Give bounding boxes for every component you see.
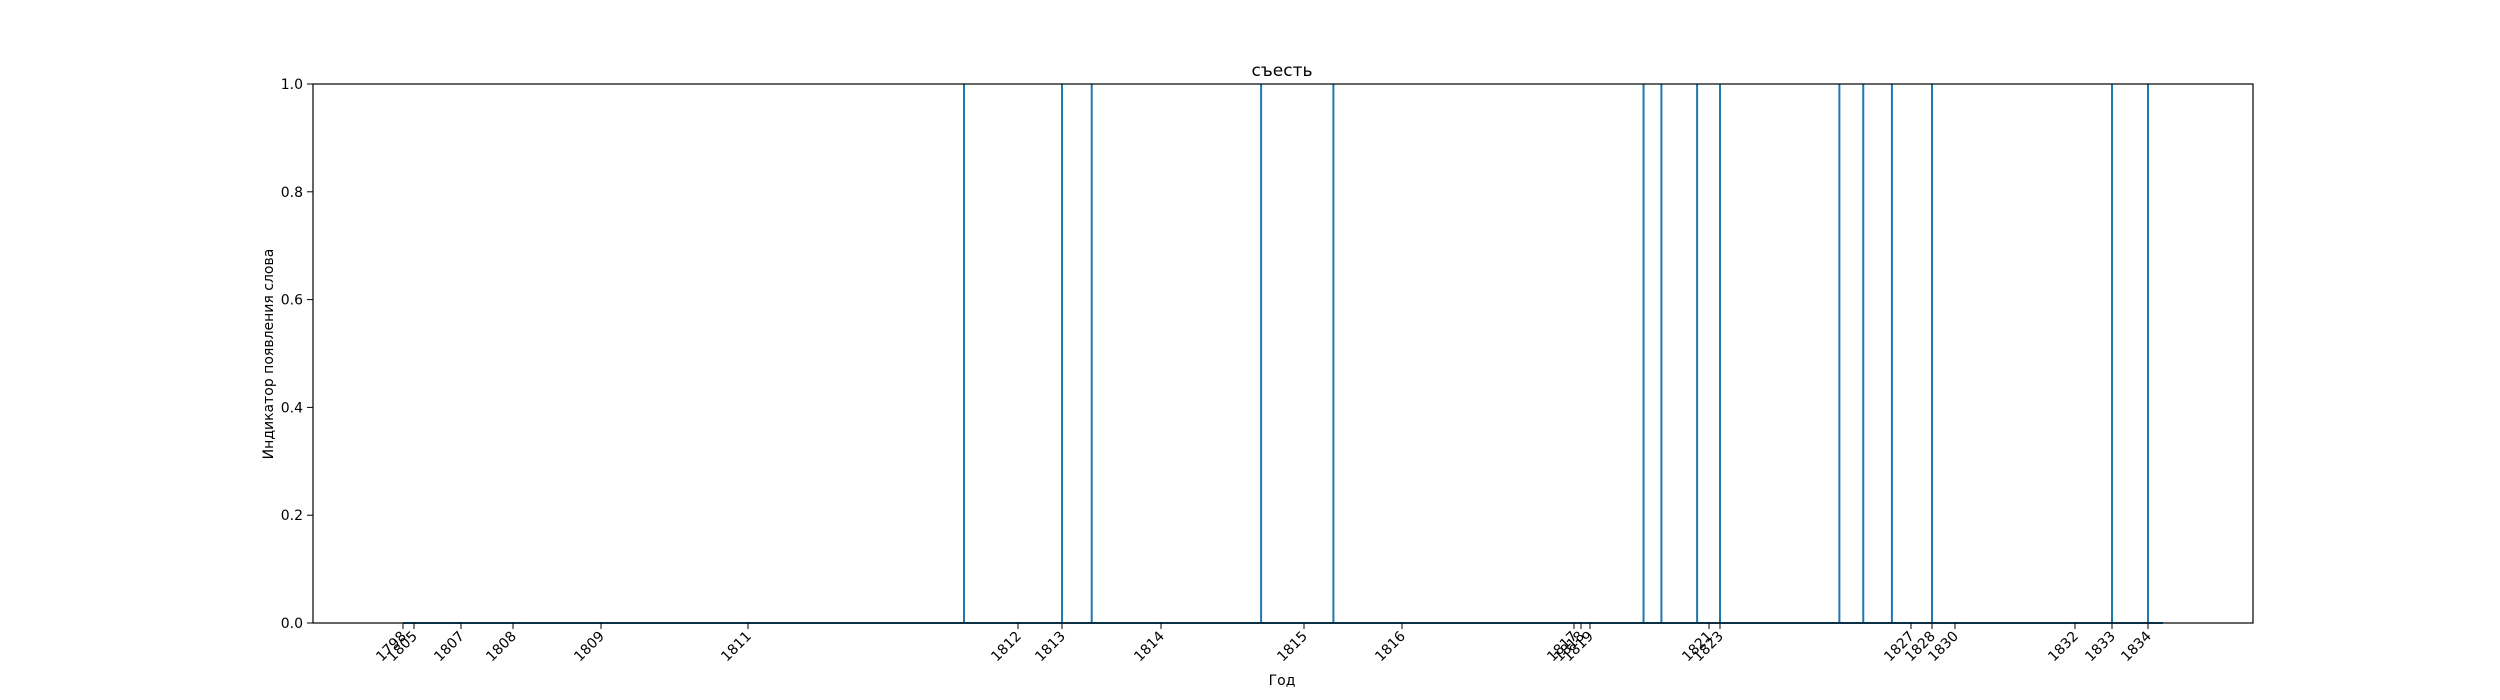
x-tick-label: 1832 bbox=[2045, 629, 2082, 666]
x-tick-label: 1816 bbox=[1372, 628, 1409, 665]
x-axis-label: Год bbox=[1269, 673, 1296, 689]
y-tick-label: 0.8 bbox=[281, 185, 303, 201]
y-tick-label: 1.0 bbox=[281, 77, 303, 93]
plot-frame bbox=[312, 83, 2254, 624]
x-tick-label: 1833 bbox=[2082, 629, 2119, 666]
x-tick-label: 1815 bbox=[1274, 629, 1311, 666]
y-tick-label: 0.2 bbox=[281, 508, 303, 524]
x-tick-label: 1813 bbox=[1032, 629, 1069, 666]
x-tick-label: 1811 bbox=[718, 629, 755, 666]
y-tick-label: 0.0 bbox=[281, 616, 303, 632]
chart-title: съесть bbox=[1251, 61, 1312, 81]
x-tick-label: 1808 bbox=[483, 629, 520, 666]
y-tick-label: 0.6 bbox=[281, 293, 303, 309]
x-tick-label: 1834 bbox=[2118, 628, 2155, 665]
y-tick-label: 0.4 bbox=[281, 400, 303, 416]
x-tick-label: 1814 bbox=[1131, 628, 1168, 665]
x-tick-label: 1807 bbox=[431, 629, 468, 666]
x-tick-label: 1812 bbox=[988, 629, 1025, 666]
y-axis-label: Индикатор появления слова bbox=[261, 249, 277, 460]
x-tick-label: 1809 bbox=[571, 629, 608, 666]
